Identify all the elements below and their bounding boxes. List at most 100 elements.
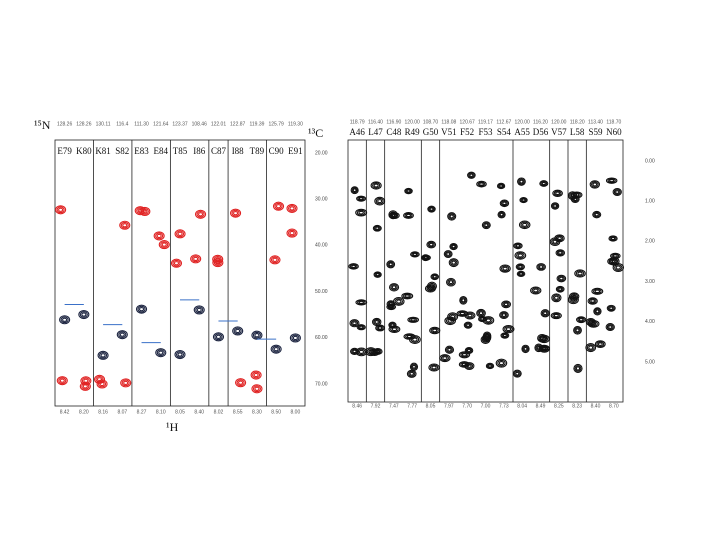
contour bbox=[518, 272, 524, 276]
contour bbox=[79, 311, 88, 318]
contour bbox=[374, 196, 386, 206]
strip-label: E79 bbox=[57, 146, 72, 156]
contour bbox=[289, 206, 295, 211]
contour bbox=[286, 203, 298, 213]
right-tick: 60.00 bbox=[315, 335, 328, 341]
contour bbox=[592, 288, 602, 294]
strip-label: V51 bbox=[441, 127, 457, 137]
contour bbox=[574, 327, 581, 334]
contour bbox=[372, 224, 382, 232]
contour bbox=[573, 326, 582, 335]
contour bbox=[407, 316, 420, 323]
contour bbox=[406, 334, 413, 339]
contour bbox=[553, 190, 562, 197]
contour bbox=[552, 203, 559, 209]
contour bbox=[447, 312, 459, 322]
contour bbox=[500, 265, 510, 272]
contour bbox=[464, 346, 474, 354]
top-value: 118.70 bbox=[606, 119, 621, 125]
contour bbox=[428, 206, 435, 212]
bottom-value: 8.27 bbox=[137, 409, 147, 415]
contour bbox=[428, 242, 434, 247]
contour bbox=[517, 177, 526, 186]
contour bbox=[286, 228, 298, 238]
contour bbox=[551, 293, 562, 303]
contour bbox=[429, 207, 434, 211]
contour bbox=[410, 363, 418, 370]
contour bbox=[521, 344, 530, 354]
contour bbox=[410, 251, 420, 258]
contour bbox=[388, 321, 397, 329]
bottom-value: 8.49 bbox=[536, 403, 546, 409]
contour bbox=[481, 336, 490, 343]
contour bbox=[291, 334, 300, 342]
contour bbox=[480, 317, 485, 321]
contour bbox=[95, 376, 104, 383]
contour bbox=[553, 204, 558, 208]
contour bbox=[429, 326, 441, 335]
contour bbox=[521, 198, 526, 202]
contour bbox=[177, 352, 183, 357]
contour bbox=[213, 259, 222, 266]
bottom-value: 7.70 bbox=[462, 403, 472, 409]
bottom-value: 8.40 bbox=[591, 403, 601, 409]
contour bbox=[404, 294, 410, 298]
contour bbox=[405, 334, 414, 339]
contour bbox=[612, 254, 618, 258]
contour bbox=[495, 358, 508, 368]
contour bbox=[484, 223, 489, 228]
contour bbox=[533, 288, 539, 293]
bottom-value: 8.70 bbox=[609, 403, 619, 409]
contour bbox=[350, 320, 359, 327]
contour bbox=[390, 284, 398, 291]
contour bbox=[592, 210, 602, 219]
contour bbox=[485, 362, 495, 370]
right-tick: 30.00 bbox=[315, 197, 328, 203]
contour bbox=[594, 212, 599, 217]
contour bbox=[577, 317, 585, 323]
strip-label: G50 bbox=[423, 127, 439, 137]
contour bbox=[357, 300, 366, 305]
top-value: 119.39 bbox=[249, 121, 264, 127]
contour bbox=[609, 306, 614, 310]
contour bbox=[373, 183, 379, 188]
contour bbox=[607, 178, 616, 184]
contour bbox=[587, 297, 598, 305]
contour bbox=[233, 211, 239, 216]
contour bbox=[272, 257, 278, 262]
contour bbox=[448, 313, 457, 320]
contour bbox=[553, 295, 559, 300]
contour bbox=[537, 264, 545, 270]
contour bbox=[81, 382, 90, 390]
contour bbox=[577, 271, 583, 276]
contour bbox=[498, 183, 505, 189]
contour bbox=[287, 205, 297, 212]
contour bbox=[608, 325, 613, 329]
contour bbox=[155, 232, 164, 240]
bottom-value: 8.20 bbox=[79, 409, 89, 415]
contour bbox=[479, 316, 486, 322]
contour bbox=[272, 201, 285, 211]
contour bbox=[499, 212, 504, 217]
contour bbox=[390, 212, 399, 219]
contour bbox=[269, 255, 281, 265]
top-value: 118.20 bbox=[570, 119, 585, 125]
contour bbox=[447, 347, 452, 352]
right-tick: 2.00 bbox=[645, 239, 655, 245]
contour bbox=[567, 295, 579, 305]
contour bbox=[446, 346, 453, 353]
contour bbox=[608, 235, 618, 242]
contour bbox=[373, 271, 382, 278]
contour bbox=[430, 273, 440, 281]
contour bbox=[450, 314, 456, 319]
contour bbox=[610, 236, 616, 241]
contour bbox=[358, 210, 364, 215]
contour bbox=[138, 307, 145, 312]
contour bbox=[440, 355, 449, 362]
contour bbox=[502, 325, 515, 334]
contour bbox=[553, 313, 559, 318]
contour bbox=[426, 285, 435, 292]
contour bbox=[212, 254, 224, 264]
contour bbox=[517, 271, 525, 277]
contour bbox=[409, 371, 415, 376]
